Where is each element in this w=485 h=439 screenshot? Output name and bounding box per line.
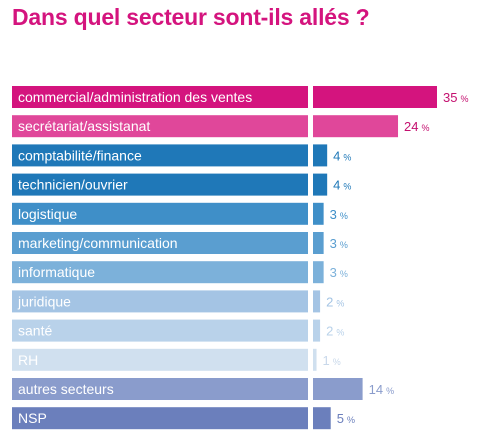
value-label: 2% (326, 294, 344, 309)
bar (313, 261, 324, 284)
value-unit: % (421, 123, 429, 133)
category-label: technicien/ouvrier (18, 177, 128, 193)
value-label: 3% (330, 207, 348, 222)
value-unit: % (340, 269, 348, 279)
category-label: santé (18, 323, 52, 339)
bar (313, 290, 321, 313)
category-label: informatique (18, 264, 95, 280)
category-label: commercial/administration des ventes (18, 89, 252, 105)
value-number: 2 (326, 294, 333, 309)
category-label-box (12, 115, 308, 138)
value-unit: % (343, 152, 351, 162)
value-unit: % (343, 182, 351, 192)
category-label: RH (18, 352, 38, 368)
category-label-box (12, 202, 308, 225)
value-number: 2 (326, 324, 333, 339)
bar-row: RH 1% (12, 348, 341, 371)
value-label: 5% (337, 411, 355, 426)
category-label-box (12, 86, 308, 108)
value-number: 1 (323, 353, 330, 368)
value-number: 4 (333, 178, 340, 193)
category-label-box (12, 348, 308, 371)
value-unit: % (336, 328, 344, 338)
value-unit: % (333, 357, 341, 367)
bar (313, 115, 399, 138)
category-label: marketing/communication (18, 235, 178, 251)
bar-row: autres secteurs 14% (12, 378, 394, 400)
value-unit: % (336, 298, 344, 308)
category-label-box (12, 173, 308, 196)
bar-row: informatique 3% (12, 261, 348, 284)
category-label-box (12, 319, 308, 342)
bar-row: comptabilité/finance 4% (12, 144, 351, 167)
bar-row: marketing/communication 3% (12, 232, 348, 254)
category-label-box (12, 407, 308, 430)
value-label: 4% (333, 178, 351, 193)
value-label: 14% (369, 382, 394, 397)
value-number: 24 (404, 119, 418, 134)
bar-row: secrétariat/assistanat 24% (12, 115, 430, 138)
value-label: 3% (330, 265, 348, 280)
bar-row: technicien/ouvrier 4% (12, 173, 351, 196)
chart-title: Dans quel secteur sont-ils allés ? (12, 4, 370, 30)
bar (313, 144, 328, 167)
value-label: 3% (330, 236, 348, 251)
value-unit: % (340, 240, 348, 250)
category-label: secrétariat/assistanat (18, 118, 150, 134)
value-unit: % (386, 386, 394, 396)
bar (313, 232, 324, 254)
bar (313, 407, 331, 430)
value-number: 5 (337, 411, 344, 426)
value-number: 3 (330, 265, 337, 280)
bar (313, 173, 328, 196)
value-number: 4 (333, 148, 340, 163)
value-number: 14 (369, 382, 383, 397)
bar (313, 319, 321, 342)
value-unit: % (460, 94, 468, 104)
value-label: 2% (326, 324, 344, 339)
value-number: 35 (443, 90, 457, 105)
value-number: 3 (330, 207, 337, 222)
category-label: NSP (18, 410, 47, 426)
category-label-box (12, 290, 308, 313)
bar (313, 86, 437, 108)
bar-row: NSP 5% (12, 407, 355, 430)
value-unit: % (347, 415, 355, 425)
bar (313, 378, 363, 400)
bar (313, 202, 324, 225)
category-label-box (12, 378, 308, 400)
value-label: 35% (443, 90, 468, 105)
category-label: comptabilité/finance (18, 147, 142, 163)
value-label: 24% (404, 119, 429, 134)
bar-row: commercial/administration des ventes 35% (12, 86, 468, 108)
bar-row: juridique 2% (12, 290, 344, 313)
category-label-box (12, 232, 308, 254)
bar-row: santé 2% (12, 319, 344, 342)
value-number: 3 (330, 236, 337, 251)
category-label-box (12, 144, 308, 167)
category-label: juridique (17, 293, 71, 309)
value-unit: % (340, 211, 348, 221)
category-label: autres secteurs (18, 381, 114, 397)
category-label: logistique (18, 206, 77, 222)
value-label: 4% (333, 148, 351, 163)
value-label: 1% (323, 353, 341, 368)
bar-row: logistique 3% (12, 202, 348, 225)
category-label-box (12, 261, 308, 284)
bar (313, 348, 317, 371)
